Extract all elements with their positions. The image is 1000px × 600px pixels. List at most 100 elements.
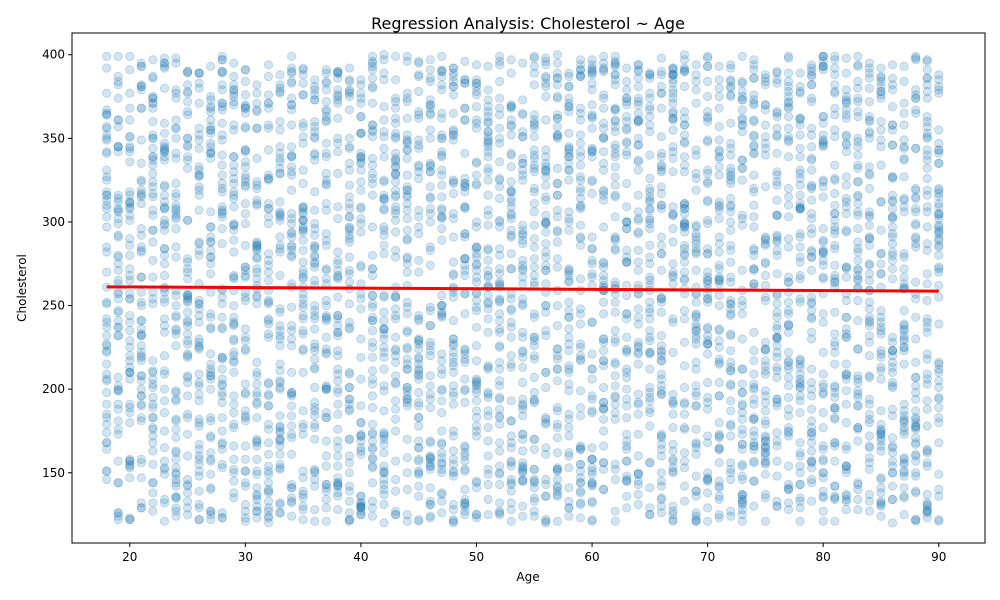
scatter-point	[494, 222, 505, 232]
scatter-point	[286, 76, 297, 87]
scatter-point	[159, 250, 170, 260]
scatter-point	[841, 53, 851, 63]
scatter-point	[217, 202, 227, 212]
scatter-point	[702, 474, 713, 485]
scatter-point	[229, 407, 239, 418]
scatter-point	[795, 190, 805, 200]
scatter-point	[552, 422, 563, 433]
scatter-point	[252, 200, 262, 210]
scatter-point	[194, 454, 204, 464]
scatter-point	[922, 508, 932, 518]
scatter-point	[726, 207, 736, 217]
scatter-point	[356, 491, 366, 501]
scatter-point	[737, 210, 747, 220]
scatter-point	[772, 195, 782, 205]
scatter-point	[148, 299, 158, 309]
scatter-point	[795, 294, 805, 304]
scatter-point	[656, 292, 667, 302]
scatter-point	[899, 279, 909, 289]
scatter-point	[136, 175, 146, 185]
scatter-point	[598, 133, 609, 143]
scatter-point	[899, 264, 909, 274]
scatter-point	[217, 352, 227, 362]
scatter-point	[263, 98, 274, 108]
scatter-point	[818, 454, 828, 464]
scatter-point	[471, 118, 482, 128]
scatter-point	[529, 351, 539, 361]
scatter-point	[310, 419, 320, 429]
scatter-point	[102, 339, 112, 349]
scatter-point	[298, 325, 308, 336]
scatter-point	[183, 503, 193, 513]
scatter-point	[518, 158, 528, 168]
scatter-point	[286, 185, 297, 195]
scatter-point	[194, 143, 204, 153]
scatter-point	[125, 202, 135, 212]
scatter-point	[853, 237, 863, 247]
scatter-point	[749, 132, 759, 142]
scatter-point	[783, 364, 794, 374]
scatter-point	[668, 409, 678, 419]
scatter-point	[252, 199, 262, 209]
scatter-point	[668, 468, 678, 478]
scatter-point	[818, 506, 828, 516]
scatter-point	[737, 95, 747, 105]
scatter-point	[760, 361, 771, 371]
scatter-point	[229, 160, 239, 170]
scatter-point	[737, 471, 747, 481]
scatter-point	[518, 294, 528, 304]
scatter-point	[518, 175, 528, 185]
scatter-point	[737, 424, 747, 434]
scatter-point	[171, 396, 181, 406]
scatter-point	[102, 474, 112, 485]
scatter-point	[275, 377, 285, 388]
scatter-point	[414, 205, 424, 215]
scatter-point	[194, 396, 204, 406]
scatter-point	[471, 90, 482, 100]
scatter-point	[356, 185, 366, 195]
scatter-point	[564, 483, 574, 493]
scatter-point	[356, 98, 366, 108]
scatter-point	[783, 212, 794, 222]
scatter-point	[899, 509, 909, 520]
scatter-point	[876, 349, 886, 359]
scatter-point	[425, 381, 435, 391]
scatter-point	[564, 68, 574, 78]
scatter-point	[506, 264, 516, 274]
scatter-point	[102, 374, 112, 384]
scatter-point	[830, 70, 840, 80]
scatter-point	[552, 110, 563, 120]
scatter-point	[102, 438, 112, 448]
scatter-point	[194, 439, 204, 449]
y-axis-title: Cholesterol	[15, 254, 29, 322]
scatter-point	[113, 429, 123, 439]
scatter-point	[795, 451, 805, 461]
scatter-point	[506, 177, 516, 187]
scatter-point	[263, 199, 274, 209]
scatter-point	[494, 404, 505, 414]
scatter-point	[922, 73, 932, 83]
scatter-point	[229, 125, 239, 135]
scatter-point	[183, 155, 193, 165]
scatter-point	[159, 314, 170, 324]
scatter-point	[437, 133, 447, 143]
scatter-point	[275, 434, 285, 444]
scatter-point	[737, 78, 747, 88]
scatter-point	[876, 329, 886, 339]
scatter-point	[841, 138, 851, 148]
scatter-point	[737, 51, 747, 62]
scatter-point	[298, 225, 308, 235]
scatter-point	[911, 193, 921, 204]
scatter-point	[460, 173, 470, 184]
scatter-point	[437, 438, 447, 448]
scatter-point	[529, 478, 539, 488]
scatter-point	[598, 309, 609, 319]
scatter-point	[714, 83, 724, 93]
scatter-point	[876, 125, 886, 135]
scatter-point	[206, 122, 216, 132]
scatter-point	[171, 481, 181, 491]
scatter-point	[876, 197, 886, 207]
y-tick-label: 400	[42, 48, 65, 62]
scatter-point	[749, 65, 759, 75]
scatter-point	[737, 300, 747, 311]
